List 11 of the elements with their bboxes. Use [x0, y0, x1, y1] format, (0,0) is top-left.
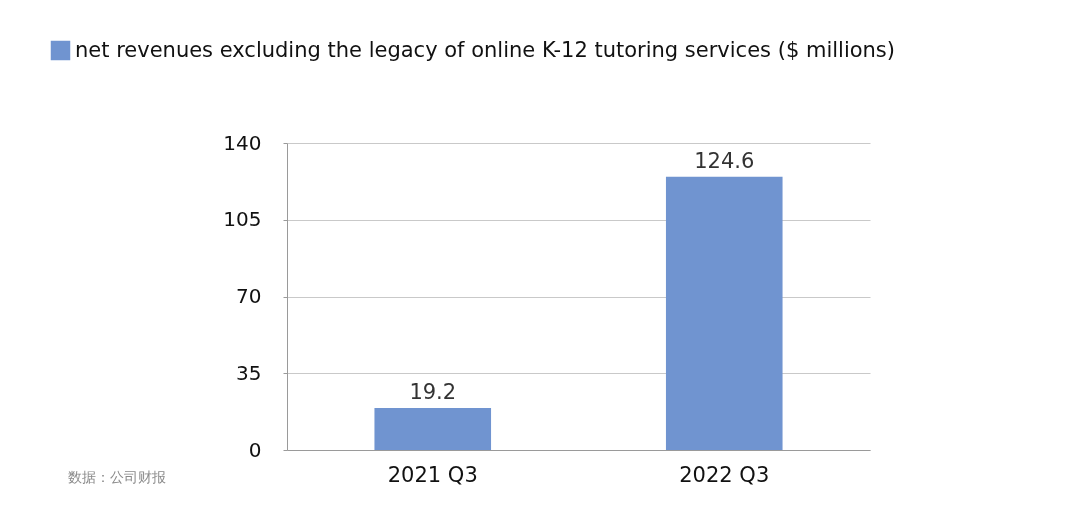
- y-tick-label: 70: [236, 284, 262, 308]
- data-label: 19.2: [409, 379, 457, 404]
- x-tick-label: 2021 Q3: [387, 462, 478, 487]
- legend-label: net revenues excluding the legacy of online K-12 tutoring services ($ millions): [75, 37, 896, 62]
- data-label: 124.6: [694, 148, 755, 173]
- text: 数据：公司财报: [68, 469, 166, 485]
- x-tick-label: 2022 Q3: [679, 462, 770, 487]
- y-tick-label: 140: [223, 130, 262, 155]
- y-tick-label: 0: [248, 437, 262, 462]
- y-tick-label: 105: [223, 207, 262, 232]
- y-tick-label: 35: [236, 360, 262, 385]
